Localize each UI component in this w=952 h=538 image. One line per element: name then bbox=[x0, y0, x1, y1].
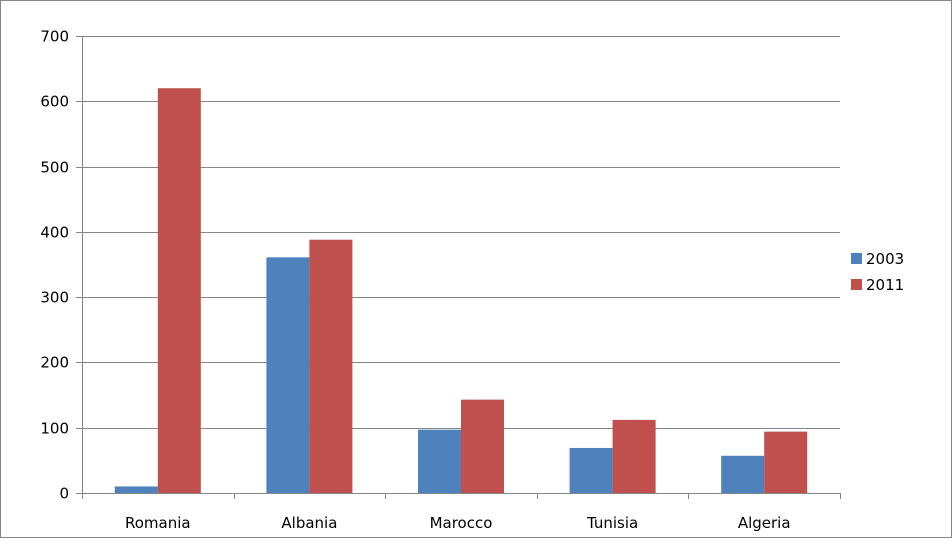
y-tick-label-600: 600 bbox=[40, 93, 69, 111]
y-tick-label-200: 200 bbox=[40, 354, 69, 372]
x-tick-label-tunisia: Tunisia bbox=[586, 514, 638, 532]
legend-swatch-2011 bbox=[851, 279, 862, 290]
bar-albania-2003 bbox=[266, 257, 310, 493]
x-tick-label-algeria: Algeria bbox=[738, 514, 791, 532]
y-tick-label-700: 700 bbox=[40, 28, 69, 46]
bar-albania-2011 bbox=[309, 239, 353, 493]
legend-label-2003: 2003 bbox=[866, 250, 904, 268]
axes bbox=[76, 36, 841, 499]
bars bbox=[114, 88, 808, 493]
y-tick-label-500: 500 bbox=[40, 159, 69, 177]
legend: 2003 2011 bbox=[851, 250, 904, 294]
x-tick-label-marocco: Marocco bbox=[430, 514, 493, 532]
bar-tunisia-2003 bbox=[569, 447, 613, 493]
bar-marocco-2003 bbox=[418, 429, 461, 493]
y-tick-label-0: 0 bbox=[59, 485, 69, 503]
bar-marocco-2011 bbox=[461, 399, 504, 493]
bar-algeria-2011 bbox=[764, 431, 808, 493]
x-tick-label-romania: Romania bbox=[125, 514, 191, 532]
y-tick-label-300: 300 bbox=[40, 289, 69, 307]
bar-tunisia-2011 bbox=[612, 419, 656, 493]
bar-romania-2011 bbox=[157, 88, 201, 493]
y-tick-label-400: 400 bbox=[40, 224, 69, 242]
bar-algeria-2003 bbox=[721, 455, 765, 493]
x-axis-tick-labels: Romania Albania Marocco Tunisia Algeria bbox=[125, 514, 791, 532]
legend-swatch-2003 bbox=[851, 253, 862, 264]
bar-romania-2003 bbox=[114, 486, 158, 493]
x-tick-label-albania: Albania bbox=[281, 514, 337, 532]
y-axis-tick-labels: 0 100 200 300 400 500 600 700 bbox=[40, 28, 69, 503]
gridlines bbox=[82, 36, 840, 429]
legend-label-2011: 2011 bbox=[866, 276, 904, 294]
y-tick-label-100: 100 bbox=[40, 420, 69, 438]
